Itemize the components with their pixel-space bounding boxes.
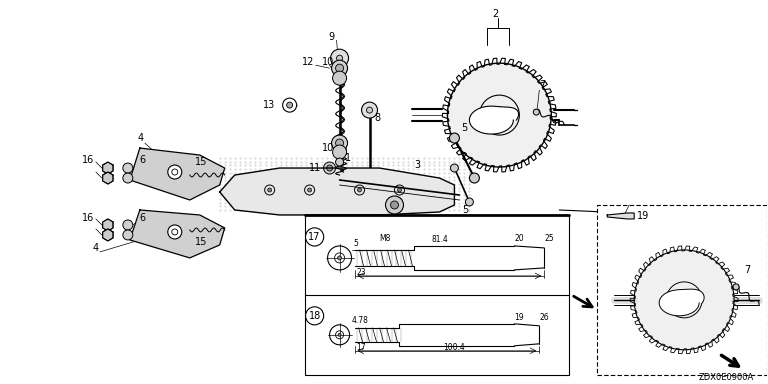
Polygon shape bbox=[220, 168, 455, 215]
Circle shape bbox=[338, 333, 341, 336]
Text: 17: 17 bbox=[309, 232, 321, 242]
Circle shape bbox=[268, 188, 272, 192]
Circle shape bbox=[323, 162, 336, 174]
Text: 3: 3 bbox=[349, 217, 356, 227]
Text: 16: 16 bbox=[82, 213, 94, 223]
Circle shape bbox=[329, 325, 349, 345]
Text: 14: 14 bbox=[399, 215, 412, 225]
Text: 5: 5 bbox=[353, 240, 359, 248]
Polygon shape bbox=[103, 229, 113, 241]
Text: 9: 9 bbox=[329, 32, 335, 42]
Circle shape bbox=[123, 220, 133, 230]
Text: 26: 26 bbox=[539, 313, 549, 322]
Text: 15: 15 bbox=[195, 237, 207, 247]
Text: 17: 17 bbox=[356, 343, 366, 352]
Polygon shape bbox=[103, 162, 113, 174]
Text: 100.4: 100.4 bbox=[444, 343, 465, 352]
Text: 20: 20 bbox=[515, 235, 524, 243]
Polygon shape bbox=[103, 219, 113, 231]
Circle shape bbox=[167, 165, 182, 179]
Circle shape bbox=[328, 246, 352, 270]
Circle shape bbox=[332, 135, 348, 151]
Polygon shape bbox=[659, 289, 704, 316]
Circle shape bbox=[448, 63, 551, 167]
Text: 18: 18 bbox=[309, 311, 321, 321]
Circle shape bbox=[362, 102, 378, 118]
Text: 23: 23 bbox=[356, 268, 366, 277]
Circle shape bbox=[335, 253, 345, 263]
Text: 81.4: 81.4 bbox=[431, 235, 448, 245]
Circle shape bbox=[336, 55, 343, 61]
Circle shape bbox=[308, 188, 312, 192]
Text: 5: 5 bbox=[462, 123, 468, 133]
Circle shape bbox=[465, 198, 473, 206]
Circle shape bbox=[533, 109, 539, 115]
Text: 1: 1 bbox=[345, 153, 351, 163]
Circle shape bbox=[386, 196, 403, 214]
Circle shape bbox=[167, 225, 182, 239]
Circle shape bbox=[326, 165, 333, 171]
Circle shape bbox=[390, 201, 399, 209]
Circle shape bbox=[450, 164, 458, 172]
Text: 19: 19 bbox=[637, 211, 650, 221]
Text: 10: 10 bbox=[322, 57, 334, 67]
Text: FR.: FR. bbox=[699, 355, 720, 365]
Circle shape bbox=[449, 133, 459, 143]
Polygon shape bbox=[130, 210, 225, 258]
Text: 12: 12 bbox=[302, 57, 314, 67]
Circle shape bbox=[332, 60, 348, 76]
Text: M8: M8 bbox=[379, 235, 390, 243]
Circle shape bbox=[358, 188, 362, 192]
Circle shape bbox=[338, 256, 342, 260]
Circle shape bbox=[123, 163, 133, 173]
Text: 6: 6 bbox=[140, 155, 146, 165]
Circle shape bbox=[469, 173, 479, 183]
Circle shape bbox=[286, 102, 293, 108]
Text: 3: 3 bbox=[415, 160, 421, 170]
Circle shape bbox=[330, 49, 349, 67]
Text: 7: 7 bbox=[744, 265, 750, 275]
Circle shape bbox=[123, 173, 133, 183]
Circle shape bbox=[333, 145, 346, 159]
Circle shape bbox=[336, 64, 343, 72]
Circle shape bbox=[333, 71, 346, 85]
Bar bbox=[305, 215, 569, 375]
Circle shape bbox=[398, 188, 402, 192]
Text: 4: 4 bbox=[93, 243, 99, 253]
Circle shape bbox=[336, 158, 343, 166]
Circle shape bbox=[366, 107, 372, 113]
Polygon shape bbox=[607, 213, 634, 219]
Text: 5: 5 bbox=[462, 205, 468, 215]
Circle shape bbox=[283, 98, 296, 112]
Polygon shape bbox=[103, 172, 113, 184]
Circle shape bbox=[336, 331, 343, 339]
Text: ZDX0E0900A: ZDX0E0900A bbox=[699, 373, 754, 382]
Circle shape bbox=[123, 230, 133, 240]
Polygon shape bbox=[130, 148, 225, 200]
Polygon shape bbox=[469, 106, 518, 134]
Text: 25: 25 bbox=[545, 235, 554, 243]
Text: 16: 16 bbox=[82, 155, 94, 165]
Text: 7: 7 bbox=[539, 80, 545, 90]
Text: 4.78: 4.78 bbox=[352, 316, 369, 325]
Text: 11: 11 bbox=[310, 163, 322, 173]
Text: 13: 13 bbox=[263, 100, 276, 110]
Text: 2: 2 bbox=[492, 9, 498, 19]
Circle shape bbox=[733, 284, 739, 290]
Text: 6: 6 bbox=[140, 213, 146, 223]
Text: 10: 10 bbox=[322, 143, 334, 153]
Text: 4: 4 bbox=[137, 133, 144, 143]
Text: 15: 15 bbox=[195, 157, 207, 167]
Text: 8: 8 bbox=[375, 113, 381, 123]
Circle shape bbox=[634, 250, 734, 350]
Bar bbox=[598, 205, 767, 375]
Circle shape bbox=[336, 139, 343, 147]
Text: 19: 19 bbox=[515, 313, 524, 322]
